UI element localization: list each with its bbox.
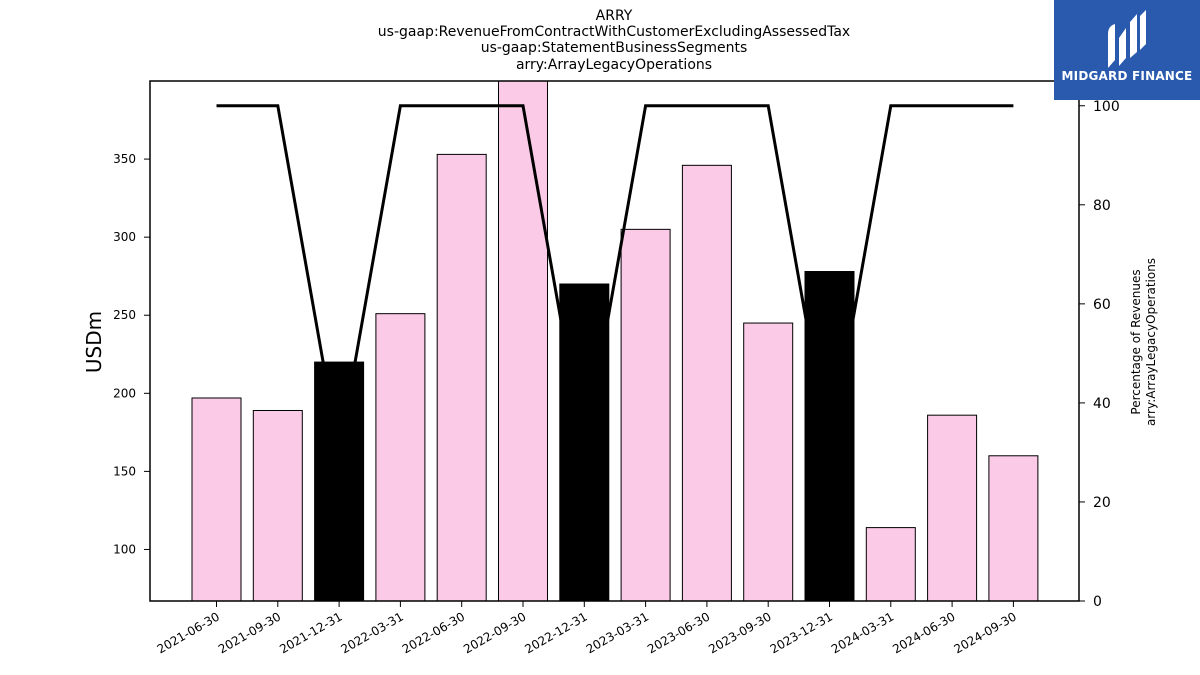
bar <box>620 228 671 602</box>
x-tick-label: 2023-06-30 <box>645 609 712 656</box>
y-axis-left: 100 150 200 250 300 350 <box>113 152 150 556</box>
brand-logo: MIDGARD FINANCE <box>1054 0 1200 100</box>
y2-axis-label-line: Percentage of Revenues <box>1129 269 1143 414</box>
x-tick-label: 2022-03-31 <box>338 609 405 656</box>
x-tick-label: 2023-03-31 <box>584 609 651 656</box>
bar <box>927 414 978 602</box>
y-tick-label: 300 <box>113 230 136 244</box>
line-series <box>216 104 1014 453</box>
x-tick-label: 2022-12-31 <box>522 609 589 656</box>
bar <box>865 527 916 602</box>
x-tick-label: 2023-12-31 <box>768 609 835 656</box>
x-tick-label: 2022-09-30 <box>461 609 528 656</box>
y-tick-label: 250 <box>113 308 136 322</box>
x-tick-label: 2024-09-30 <box>951 609 1018 656</box>
x-tick-label: 2021-06-30 <box>155 609 222 656</box>
bar <box>191 397 242 602</box>
logo-mark-icon <box>1108 10 1146 68</box>
chart-title-line: us-gaap:StatementBusinessSegments <box>481 40 748 56</box>
logo-text: MIDGARD FINANCE <box>1061 69 1193 83</box>
x-tick-label: 2024-06-30 <box>890 609 957 656</box>
bar <box>681 164 732 602</box>
y2-axis-label: Percentage of Revenues arry:ArrayLegacyO… <box>1129 258 1158 426</box>
bar <box>743 322 794 602</box>
bar <box>988 455 1039 602</box>
y-tick-label: 350 <box>113 152 136 166</box>
chart-title-line: us-gaap:RevenueFromContractWithCustomerE… <box>378 24 850 40</box>
bar <box>314 361 365 602</box>
x-tick-label: 2023-09-30 <box>706 609 773 656</box>
x-tick-label: 2021-09-30 <box>216 609 283 656</box>
y-axis-right: 0 20 40 60 80 100 <box>1079 99 1120 610</box>
bar <box>559 283 610 602</box>
bar <box>375 313 426 602</box>
chart-title-line: arry:ArrayLegacyOperations <box>516 57 712 73</box>
bar <box>436 153 487 602</box>
y-tick-label: 100 <box>113 542 136 556</box>
y2-tick-label: 20 <box>1093 495 1111 511</box>
plot-frame <box>149 80 1080 602</box>
bar <box>252 409 303 602</box>
x-tick-label: 2021-12-31 <box>277 609 344 656</box>
chart-title: ARRY us-gaap:RevenueFromContractWithCust… <box>378 8 850 73</box>
bar-series <box>191 80 1039 602</box>
y2-axis-label-line: arry:ArrayLegacyOperations <box>1144 258 1158 426</box>
bar <box>804 271 855 602</box>
x-tick-label: 2024-03-31 <box>829 609 896 656</box>
y2-tick-label: 60 <box>1093 297 1111 313</box>
y-tick-label: 200 <box>113 386 136 400</box>
series-line <box>216 104 1014 453</box>
x-tick-label: 2022-06-30 <box>400 609 467 656</box>
y-axis-label: USDm <box>82 311 106 373</box>
x-axis: 2021-06-302021-09-302021-12-312022-03-31… <box>155 601 1019 656</box>
y2-tick-label: 0 <box>1093 594 1102 610</box>
y2-tick-label: 100 <box>1093 99 1120 115</box>
bar <box>498 80 548 602</box>
chart-title-line: ARRY <box>596 8 633 24</box>
y2-tick-label: 80 <box>1093 198 1111 214</box>
y2-tick-label: 40 <box>1093 396 1111 412</box>
y-tick-label: 150 <box>113 464 136 478</box>
